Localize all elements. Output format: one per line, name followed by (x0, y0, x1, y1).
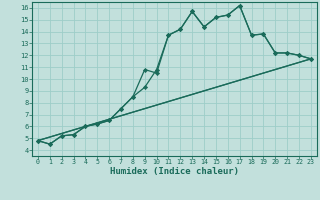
X-axis label: Humidex (Indice chaleur): Humidex (Indice chaleur) (110, 167, 239, 176)
